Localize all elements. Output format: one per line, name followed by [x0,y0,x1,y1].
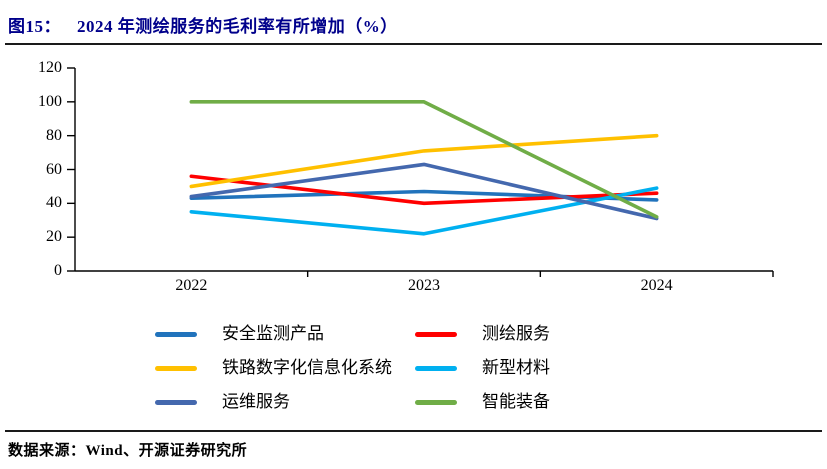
legend-label-新型材料: 新型材料 [482,358,550,377]
series-line-智能装备 [189,100,659,219]
figure-heading: 2024 年测绘服务的毛利率有所增加（%） [77,17,398,36]
legend-swatch-铁路数字化信息化系统 [155,365,197,371]
legend-swatch-新型材料 [415,365,457,371]
series-line-铁路数字化信息化系统 [189,133,659,189]
y-tick-label: 60 [46,160,62,178]
x-tick-label: 2024 [640,277,673,294]
y-tick-label: 0 [54,262,62,279]
y-tick-label: 40 [46,194,62,212]
y-tick-label: 100 [38,92,62,110]
legend-swatch-安全监测产品 [155,331,197,337]
title-divider [5,43,822,45]
data-source: 数据来源：Wind、开源证券研究所 [8,443,248,459]
series-line-运维服务 [189,162,659,221]
legend-label-铁路数字化信息化系统: 铁路数字化信息化系统 [222,358,392,377]
legend-swatch-运维服务 [155,399,197,405]
figure-number-label: 图15： [8,17,61,36]
legend-label-运维服务: 运维服务 [222,392,290,411]
legend-swatch-智能装备 [415,399,457,405]
y-tick-label: 80 [46,126,62,144]
y-tick-label: 120 [38,59,62,76]
legend-label-安全监测产品: 安全监测产品 [222,324,324,343]
footer-divider [5,430,822,432]
x-tick-label: 2023 [408,277,440,294]
y-tick-label: 20 [46,228,62,246]
series-line-新型材料 [189,186,659,236]
legend-swatch-测绘服务 [415,331,457,337]
legend-label-测绘服务: 测绘服务 [482,324,550,343]
x-tick-label: 2022 [175,277,208,294]
legend-label-智能装备: 智能装备 [482,392,550,411]
figure-title: 图15： 2024 年测绘服务的毛利率有所增加（%） [8,12,398,37]
